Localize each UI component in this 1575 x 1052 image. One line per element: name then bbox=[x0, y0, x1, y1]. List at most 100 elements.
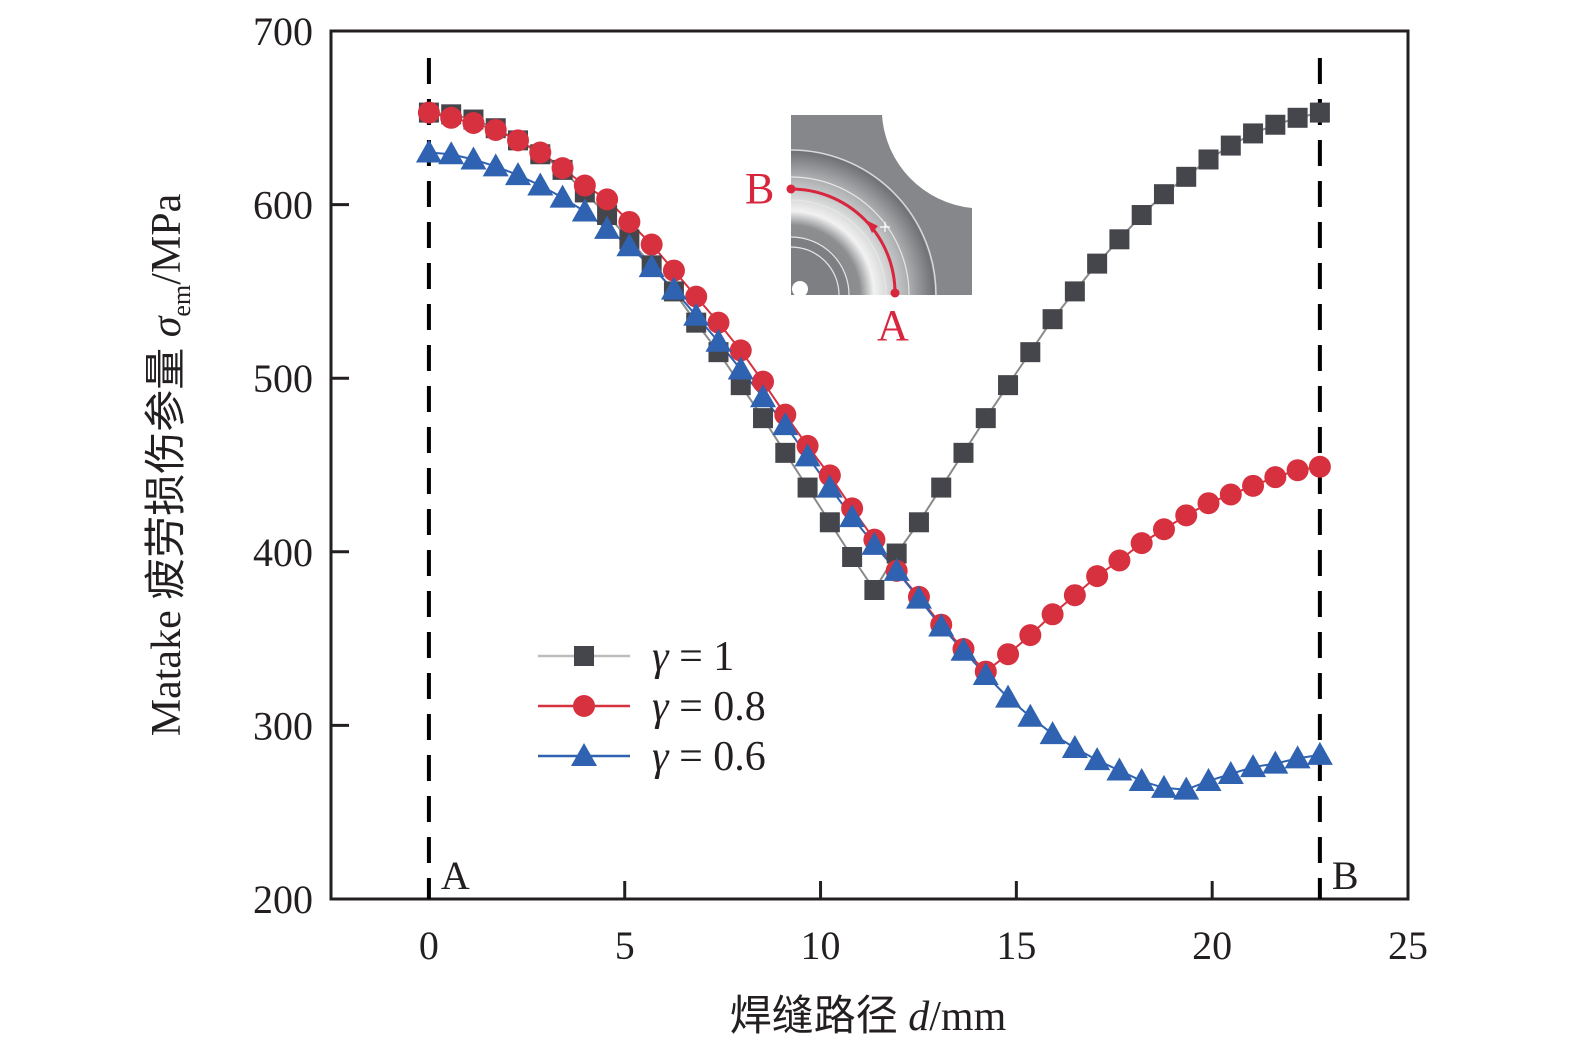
data-point-square bbox=[842, 547, 863, 568]
data-point-triangle bbox=[1039, 721, 1066, 745]
data-point-triangle bbox=[438, 141, 465, 165]
data-point-triangle bbox=[1128, 767, 1155, 791]
data-point-triangle bbox=[883, 557, 910, 581]
data-point-triangle bbox=[1217, 761, 1244, 785]
data-point-circle bbox=[417, 101, 440, 124]
data-point-triangle bbox=[527, 172, 554, 196]
legend-marker-circle bbox=[573, 695, 595, 717]
legend-marker-square bbox=[574, 646, 594, 666]
data-point-square bbox=[998, 375, 1019, 396]
data-point-triangle bbox=[1306, 741, 1333, 765]
data-point-square bbox=[1042, 309, 1063, 330]
data-point-square bbox=[864, 579, 885, 600]
data-point-circle bbox=[662, 259, 685, 282]
data-point-circle bbox=[729, 339, 752, 362]
y-tick-label: 600 bbox=[253, 183, 313, 228]
data-point-square bbox=[1220, 135, 1241, 156]
data-point-triangle bbox=[1240, 754, 1267, 778]
data-point-square bbox=[1287, 107, 1308, 128]
data-point-triangle bbox=[616, 233, 643, 257]
inset-point-a bbox=[890, 288, 900, 298]
data-point-triangle bbox=[482, 153, 509, 177]
data-point-triangle bbox=[1284, 745, 1311, 769]
data-point-triangle bbox=[549, 184, 576, 208]
data-point-circle bbox=[529, 141, 552, 164]
data-point-triangle bbox=[460, 146, 487, 170]
data-point-square bbox=[1265, 114, 1286, 135]
data-point-triangle bbox=[727, 356, 754, 380]
data-point-triangle bbox=[861, 531, 888, 555]
data-point-circle bbox=[618, 210, 641, 233]
data-point-triangle bbox=[415, 139, 442, 163]
data-point-triangle bbox=[839, 504, 866, 528]
reference-label-a: A bbox=[441, 853, 470, 898]
y-axis-title: Matake 疲劳损伤参量 σem/MPa bbox=[143, 193, 196, 736]
data-point-circle bbox=[752, 370, 775, 393]
data-point-square bbox=[597, 205, 618, 226]
data-point-circle bbox=[1019, 624, 1042, 647]
data-point-square bbox=[975, 408, 996, 429]
data-point-triangle bbox=[1061, 734, 1088, 758]
data-point-circle bbox=[1264, 466, 1287, 489]
inset-label-b: B bbox=[745, 164, 774, 213]
series-markers bbox=[415, 101, 1333, 800]
x-tick-label: 0 bbox=[419, 923, 439, 968]
data-point-triangle bbox=[950, 637, 977, 661]
data-point-square bbox=[908, 512, 929, 533]
data-point-square bbox=[886, 543, 907, 564]
data-point-triangle bbox=[750, 384, 777, 408]
data-point-square bbox=[1153, 184, 1174, 205]
data-point-triangle bbox=[816, 474, 843, 498]
data-point-square bbox=[1087, 253, 1108, 274]
y-tick-label: 300 bbox=[253, 703, 313, 748]
data-point-triangle bbox=[1262, 750, 1289, 774]
data-point-triangle bbox=[1106, 757, 1133, 781]
data-point-circle bbox=[1108, 549, 1131, 572]
data-point-triangle bbox=[995, 684, 1022, 708]
data-point-triangle bbox=[972, 662, 999, 686]
x-tick-label: 10 bbox=[801, 923, 841, 968]
inset-weld-diagram: B A bbox=[745, 115, 972, 350]
data-point-square bbox=[1198, 149, 1219, 170]
y-tick-label: 700 bbox=[253, 9, 313, 54]
legend-label: γ = 0.8 bbox=[652, 684, 766, 730]
x-axis: 0 5 10 15 20 25 bbox=[419, 881, 1428, 968]
data-point-triangle bbox=[1084, 747, 1111, 771]
data-point-circle bbox=[573, 174, 596, 197]
data-point-square bbox=[931, 477, 952, 498]
data-point-circle bbox=[685, 285, 708, 308]
data-point-circle bbox=[596, 188, 619, 211]
legend: γ = 1γ = 0.8γ = 0.6 bbox=[538, 634, 766, 780]
data-point-circle bbox=[1130, 532, 1153, 555]
data-point-square bbox=[953, 442, 974, 463]
data-point-circle bbox=[1197, 492, 1220, 515]
data-point-circle bbox=[507, 129, 530, 152]
data-point-circle bbox=[1152, 518, 1175, 541]
data-point-triangle bbox=[505, 162, 532, 186]
data-point-triangle bbox=[928, 613, 955, 637]
data-point-square bbox=[1309, 102, 1330, 123]
data-point-square bbox=[1243, 123, 1264, 144]
data-point-circle bbox=[640, 233, 663, 256]
y-tick-label: 400 bbox=[253, 530, 313, 575]
data-point-circle bbox=[1308, 455, 1331, 478]
y-tick-label: 500 bbox=[253, 356, 313, 401]
data-point-circle bbox=[440, 106, 463, 129]
y-tick-label: 200 bbox=[253, 877, 313, 922]
data-point-square bbox=[753, 408, 774, 429]
data-point-circle bbox=[707, 311, 730, 334]
data-point-square bbox=[1131, 205, 1152, 226]
data-point-circle bbox=[997, 643, 1020, 666]
data-point-circle bbox=[462, 112, 485, 135]
data-point-circle bbox=[1286, 459, 1309, 482]
data-point-circle bbox=[1086, 565, 1109, 588]
x-tick-label: 5 bbox=[615, 923, 635, 968]
data-point-square bbox=[797, 477, 818, 498]
x-tick-label: 15 bbox=[996, 923, 1036, 968]
data-point-circle bbox=[551, 157, 574, 180]
x-tick-label: 25 bbox=[1388, 923, 1428, 968]
inset-weld-path bbox=[790, 187, 897, 294]
data-point-square bbox=[819, 512, 840, 533]
legend-marker-triangle bbox=[571, 743, 597, 766]
